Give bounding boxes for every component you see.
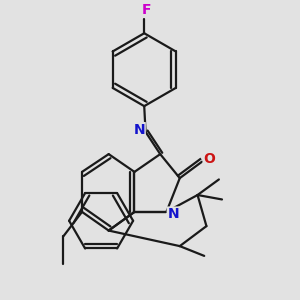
Text: O: O <box>203 152 215 166</box>
Text: N: N <box>167 207 179 221</box>
Text: N: N <box>134 123 145 137</box>
Text: F: F <box>142 3 151 17</box>
